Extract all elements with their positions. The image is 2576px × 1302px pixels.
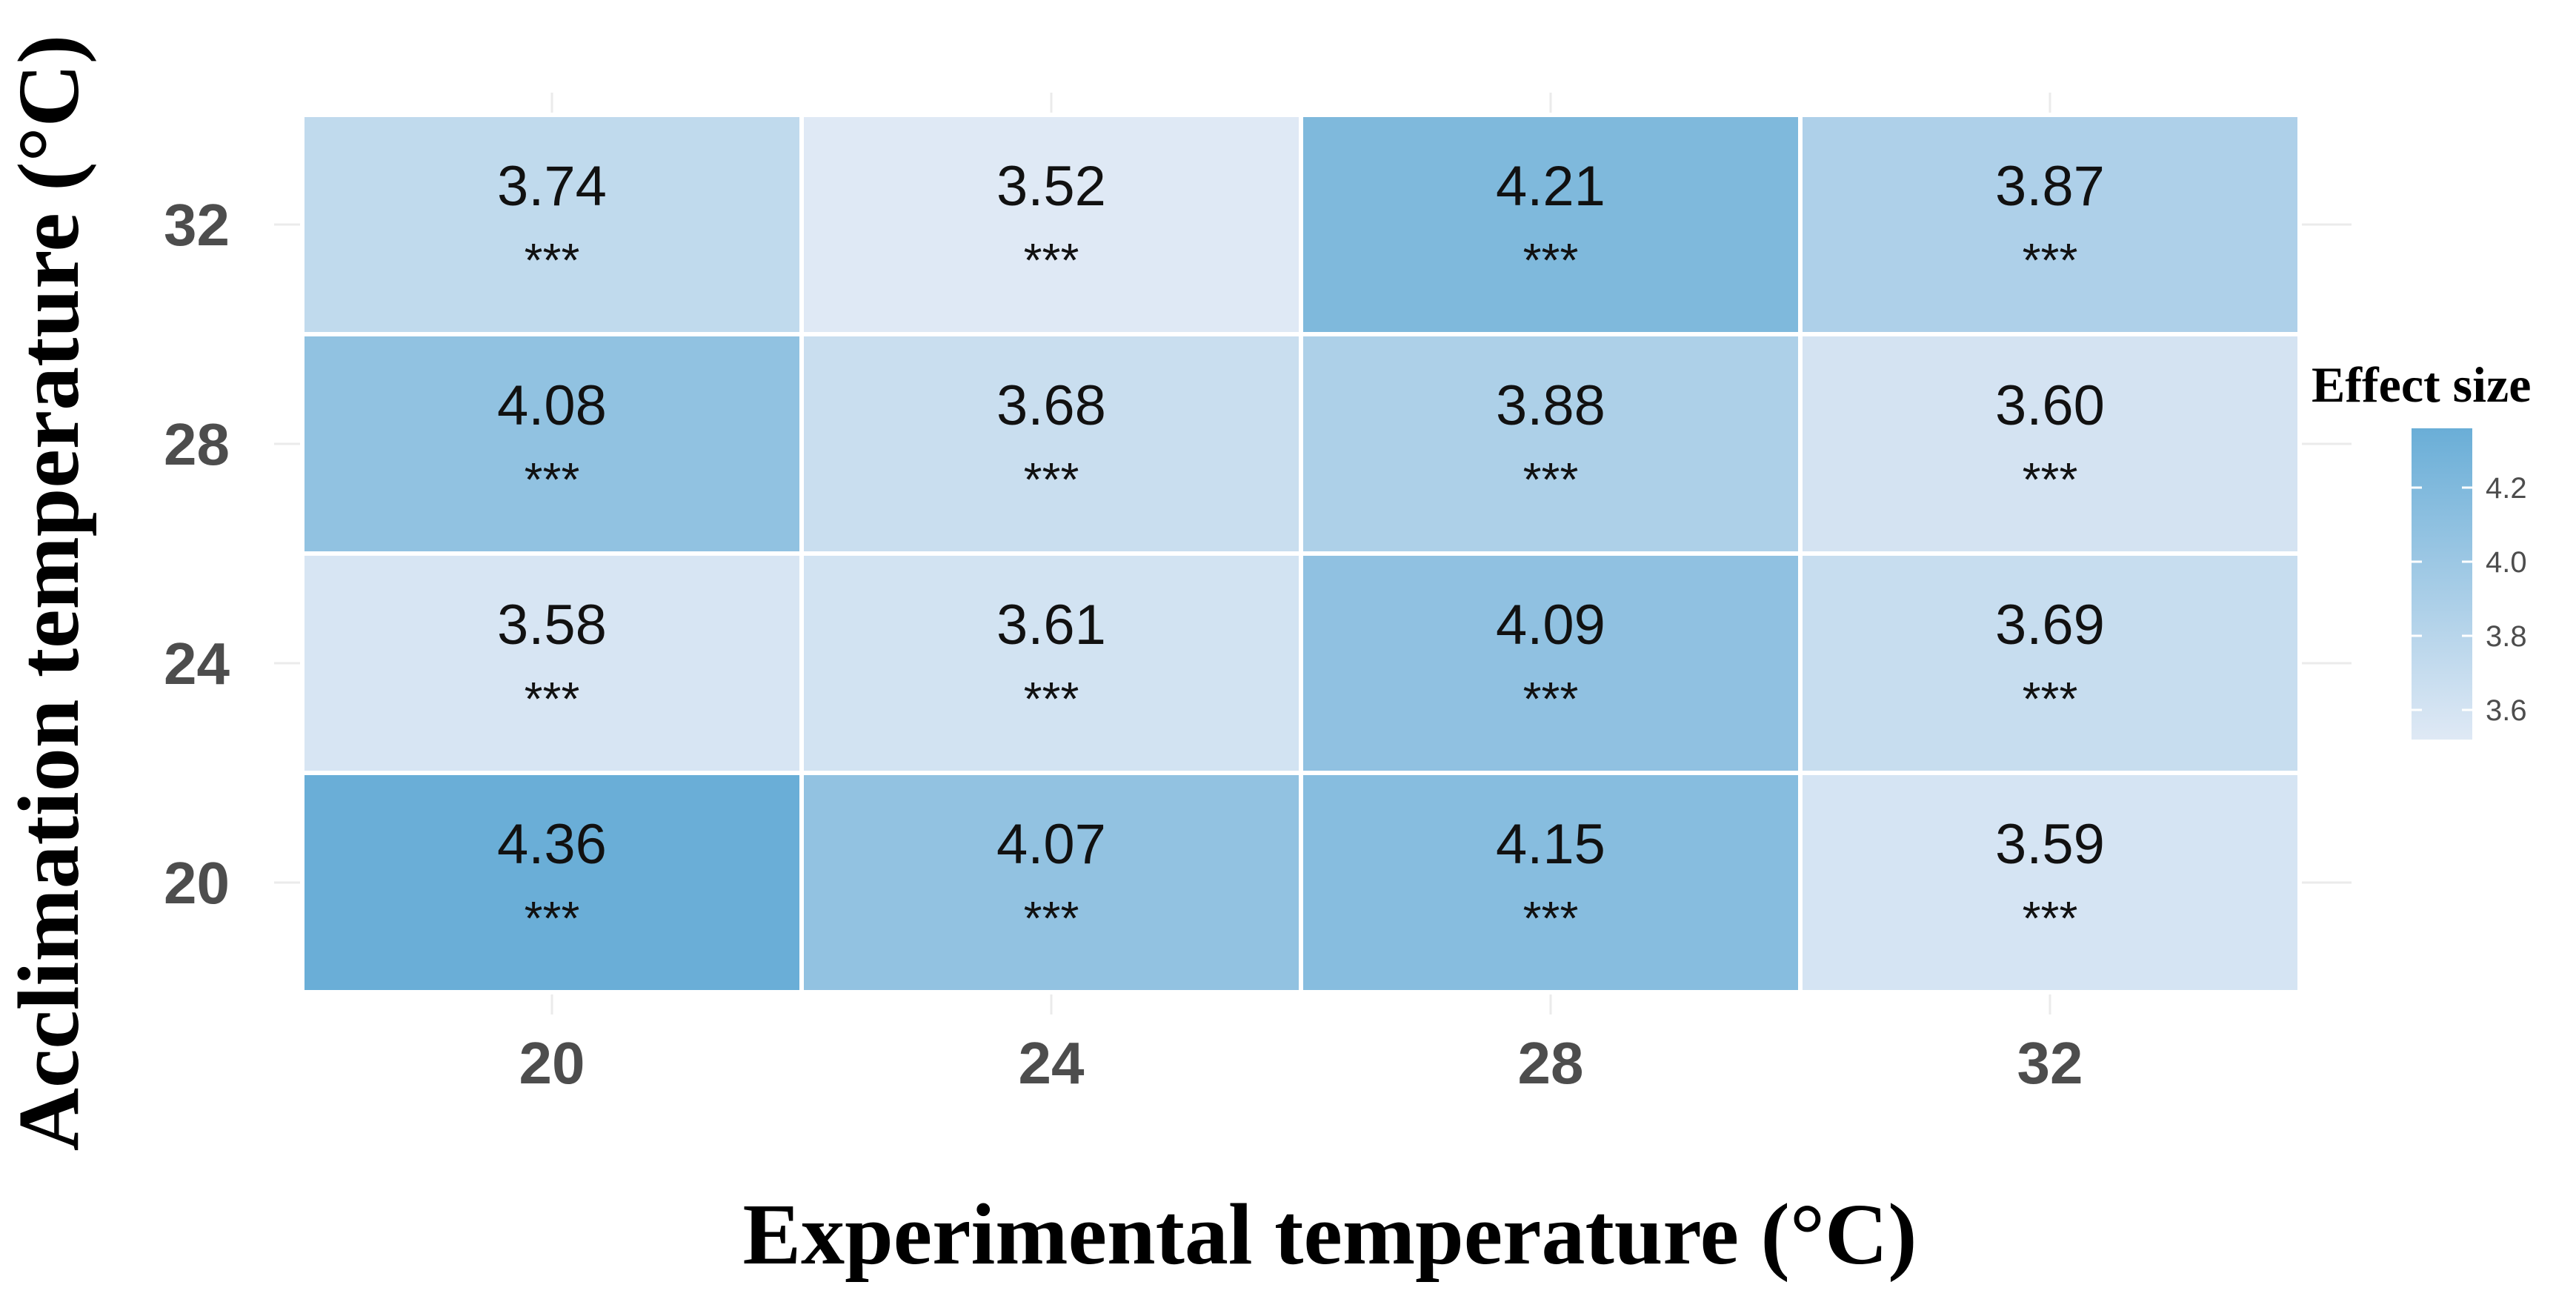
cell-significance-label: *** — [525, 891, 580, 945]
heatmap-cell — [1798, 771, 2302, 994]
x-tick-label: 20 — [519, 1030, 585, 1096]
x-tick-label: 24 — [1019, 1030, 1085, 1096]
cell-value-label: 4.09 — [1496, 594, 1605, 657]
cell-significance-label: *** — [1523, 453, 1579, 506]
cell-value-label: 4.07 — [996, 813, 1106, 876]
cell-significance-label: *** — [1024, 453, 1079, 506]
cell-value-label: 3.61 — [996, 594, 1106, 657]
heatmap-cells: 3.74 *** 3.52 *** 4.21 *** 3.87 *** 4.08 *** 3.68 *… — [300, 113, 2302, 994]
legend-title: Effect size — [2312, 356, 2531, 413]
heatmap-cell — [300, 771, 804, 994]
y-tick-label: 28 — [164, 411, 230, 477]
cell-value-label: 3.58 — [497, 594, 607, 657]
x-axis-ticks: 20 24 28 32 — [519, 1030, 2083, 1096]
legend-color-bar — [2412, 428, 2472, 740]
heatmap-cell — [1299, 771, 1803, 994]
cell-value-label: 3.59 — [1995, 813, 2105, 876]
x-axis-title: Experimental temperature (°C) — [742, 1186, 1917, 1283]
cell-significance-label: *** — [525, 453, 580, 506]
cell-significance-label: *** — [2023, 672, 2078, 725]
cell-value-label: 3.88 — [1496, 374, 1605, 437]
cell-significance-label: *** — [1024, 891, 1079, 945]
legend-tick-label: 4.0 — [2486, 546, 2527, 579]
heatmap-cell — [300, 551, 804, 775]
x-tick-label: 28 — [1518, 1030, 1584, 1096]
cell-value-label: 4.21 — [1496, 155, 1605, 218]
x-tick-label: 32 — [2017, 1030, 2083, 1096]
cell-significance-label: *** — [525, 672, 580, 725]
heatmap-cell — [1299, 113, 1803, 336]
y-tick-label: 32 — [164, 192, 230, 258]
heatmap-cell — [799, 332, 1303, 556]
legend-tick-label: 4.2 — [2486, 472, 2527, 505]
cell-significance-label: *** — [1523, 891, 1579, 945]
cell-significance-label: *** — [2023, 233, 2078, 287]
y-tick-label: 24 — [164, 631, 230, 697]
legend-ticks: 4.2 4.0 3.8 3.6 — [2412, 472, 2527, 727]
cell-value-label: 4.15 — [1496, 813, 1605, 876]
cell-value-label: 4.36 — [497, 813, 607, 876]
cell-value-label: 3.60 — [1995, 374, 2105, 437]
cell-significance-label: *** — [1024, 233, 1079, 287]
legend-tick-label: 3.8 — [2486, 620, 2527, 653]
heatmap-cell — [799, 113, 1303, 336]
heatmap-cell — [1798, 113, 2302, 336]
cell-value-label: 4.08 — [497, 374, 607, 437]
cell-significance-label: *** — [2023, 891, 2078, 945]
heatmap-cell — [1299, 551, 1803, 775]
color-legend: Effect size 4.2 4.0 3.8 3.6 — [2312, 356, 2531, 740]
heatmap-cell — [300, 113, 804, 336]
heatmap-cell — [1299, 332, 1803, 556]
cell-value-label: 3.87 — [1995, 155, 2105, 218]
cell-significance-label: *** — [1523, 233, 1579, 287]
heatmap-cell — [799, 771, 1303, 994]
cell-value-label: 3.68 — [996, 374, 1106, 437]
cell-significance-label: *** — [1024, 672, 1079, 725]
cell-value-label: 3.69 — [1995, 594, 2105, 657]
cell-significance-label: *** — [525, 233, 580, 287]
cell-significance-label: *** — [1523, 672, 1579, 725]
cell-value-label: 3.52 — [996, 155, 1106, 218]
heatmap-cell — [300, 332, 804, 556]
y-axis-title: Acclimation temperature (°C) — [0, 35, 97, 1151]
cell-significance-label: *** — [2023, 453, 2078, 506]
heatmap-cell — [799, 551, 1303, 775]
heatmap-cell — [1798, 332, 2302, 556]
legend-tick-label: 3.6 — [2486, 694, 2527, 727]
y-axis-ticks: 32 28 24 20 — [164, 192, 230, 916]
heatmap-cell — [1798, 551, 2302, 775]
cell-value-label: 3.74 — [497, 155, 607, 218]
y-tick-label: 20 — [164, 850, 230, 916]
